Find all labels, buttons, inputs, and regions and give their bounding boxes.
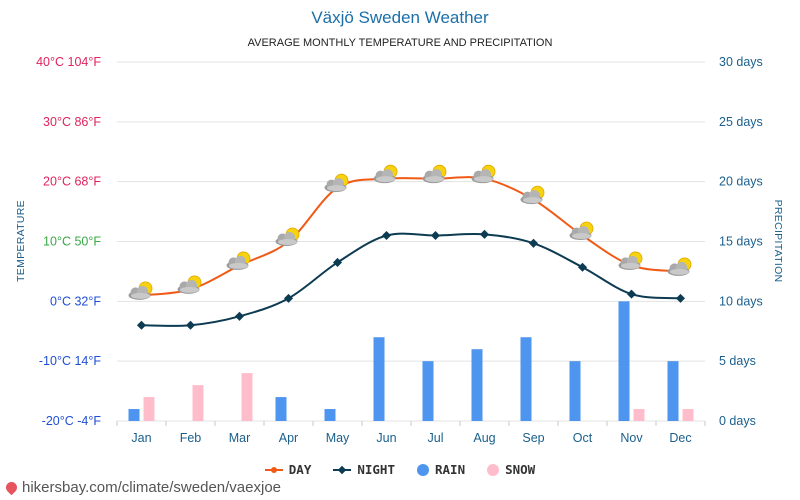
partly-cloudy-icon bbox=[520, 185, 545, 205]
legend-night-marker bbox=[333, 465, 352, 474]
legend-day-marker bbox=[264, 466, 283, 473]
rain-bar bbox=[275, 397, 287, 421]
watermark-text: hikersbay.com/climate/sweden/vaexjoe bbox=[22, 479, 282, 496]
left-axis-title: TEMPERATURE bbox=[15, 200, 27, 282]
night-line bbox=[141, 232, 681, 327]
month-labels: Jan Feb Mar Apr May Jun Jul Aug Sep Oct Nov Dec bbox=[131, 431, 691, 445]
month-label: May bbox=[326, 431, 350, 445]
right-tick-label: 0 days bbox=[719, 414, 756, 428]
snow-bar bbox=[143, 397, 155, 421]
partly-cloudy-icon bbox=[471, 164, 496, 184]
legend-night-diamond bbox=[338, 465, 347, 474]
rain-bar bbox=[128, 409, 140, 421]
legend-snow[interactable]: SNOW bbox=[487, 462, 535, 477]
partly-cloudy-icon bbox=[128, 281, 153, 300]
legend-rain-label: RAIN bbox=[435, 462, 466, 477]
left-tick-label: -20°C -4°F bbox=[42, 414, 102, 428]
night-point bbox=[381, 230, 392, 241]
rain-bar bbox=[373, 337, 385, 421]
left-tick-label: 40°C 104°F bbox=[36, 55, 101, 69]
month-label: Aug bbox=[473, 431, 495, 445]
snow-bar bbox=[682, 409, 694, 421]
night-point bbox=[577, 262, 588, 272]
right-axis-ticks: 30 days 25 days 20 days 15 days 10 days 5 day… bbox=[719, 55, 763, 428]
month-label: Dec bbox=[669, 431, 691, 445]
legend-rain[interactable]: RAIN bbox=[417, 462, 465, 477]
partly-cloudy-icon bbox=[618, 251, 643, 270]
chart-legend: DAY NIGHT RAIN SNOW bbox=[0, 462, 800, 477]
rain-bar bbox=[422, 361, 434, 421]
rain-bar bbox=[569, 361, 581, 421]
right-tick-label: 5 days bbox=[719, 354, 756, 368]
night-point bbox=[626, 289, 637, 299]
night-point bbox=[136, 320, 147, 330]
month-label: Jun bbox=[376, 431, 396, 445]
month-label: Feb bbox=[180, 431, 202, 445]
partly-cloudy-icon bbox=[177, 275, 202, 294]
month-label: Apr bbox=[279, 431, 298, 445]
partly-cloudy-icon bbox=[569, 221, 594, 241]
rain-bar bbox=[618, 301, 630, 421]
left-tick-label: 30°C 86°F bbox=[43, 115, 101, 129]
night-point bbox=[479, 229, 490, 239]
legend-night[interactable]: NIGHT bbox=[333, 462, 395, 477]
night-point bbox=[430, 230, 441, 241]
month-label: Sep bbox=[522, 431, 544, 445]
chart-subtitle: AVERAGE MONTHLY TEMPERATURE AND PRECIPIT… bbox=[248, 37, 553, 49]
precipitation-bars bbox=[128, 301, 694, 421]
legend-day-label: DAY bbox=[288, 462, 312, 477]
legend-snow-marker bbox=[487, 463, 500, 476]
right-tick-label: 30 days bbox=[719, 55, 763, 69]
month-label: Nov bbox=[620, 431, 643, 445]
weather-icons bbox=[128, 164, 692, 300]
rain-bar bbox=[667, 361, 679, 421]
watermark-link[interactable]: hikersbay.com/climate/sweden/vaexjoe bbox=[3, 479, 282, 496]
month-label: Jul bbox=[428, 431, 444, 445]
snow-bar bbox=[192, 385, 204, 421]
legend-rain-marker bbox=[417, 463, 429, 476]
rain-bar bbox=[324, 409, 336, 421]
grid-lines bbox=[116, 61, 706, 426]
month-label: Oct bbox=[573, 431, 593, 445]
partly-cloudy-icon bbox=[373, 164, 398, 184]
left-tick-label: 0°C 32°F bbox=[50, 294, 101, 308]
partly-cloudy-icon bbox=[422, 164, 447, 184]
right-tick-label: 20 days bbox=[719, 175, 763, 189]
partly-cloudy-icon bbox=[324, 173, 349, 193]
legend-day-dot bbox=[270, 466, 277, 473]
night-point bbox=[234, 311, 245, 321]
left-tick-label: 20°C 68°F bbox=[43, 175, 101, 189]
chart-title: Växjö Sweden Weather bbox=[311, 8, 489, 27]
right-axis-title: PRECIPITATION bbox=[772, 200, 784, 283]
right-tick-label: 10 days bbox=[719, 294, 763, 308]
partly-cloudy-icon bbox=[226, 251, 251, 270]
right-tick-label: 15 days bbox=[719, 235, 763, 249]
left-tick-label: 10°C 50°F bbox=[43, 235, 101, 249]
rain-bar bbox=[520, 337, 532, 421]
snow-bar bbox=[633, 409, 645, 421]
snow-bar bbox=[241, 373, 253, 421]
partly-cloudy-icon bbox=[667, 257, 692, 276]
left-tick-label: -10°C 14°F bbox=[39, 354, 101, 368]
month-label: Jan bbox=[131, 431, 151, 445]
location-pin-icon bbox=[3, 479, 20, 496]
night-point bbox=[528, 238, 539, 248]
legend-night-label: NIGHT bbox=[357, 462, 395, 477]
temperature-lines bbox=[136, 175, 686, 330]
rain-bar bbox=[471, 349, 483, 421]
partly-cloudy-icon bbox=[275, 227, 300, 246]
legend-snow-label: SNOW bbox=[505, 462, 536, 477]
right-tick-label: 25 days bbox=[719, 115, 763, 129]
legend-day[interactable]: DAY bbox=[264, 462, 312, 477]
month-label: Mar bbox=[229, 431, 251, 445]
night-point bbox=[185, 320, 196, 330]
left-axis-ticks: 40°C 104°F 30°C 86°F 20°C 68°F 10°C 50°F 0°C… bbox=[36, 55, 101, 428]
